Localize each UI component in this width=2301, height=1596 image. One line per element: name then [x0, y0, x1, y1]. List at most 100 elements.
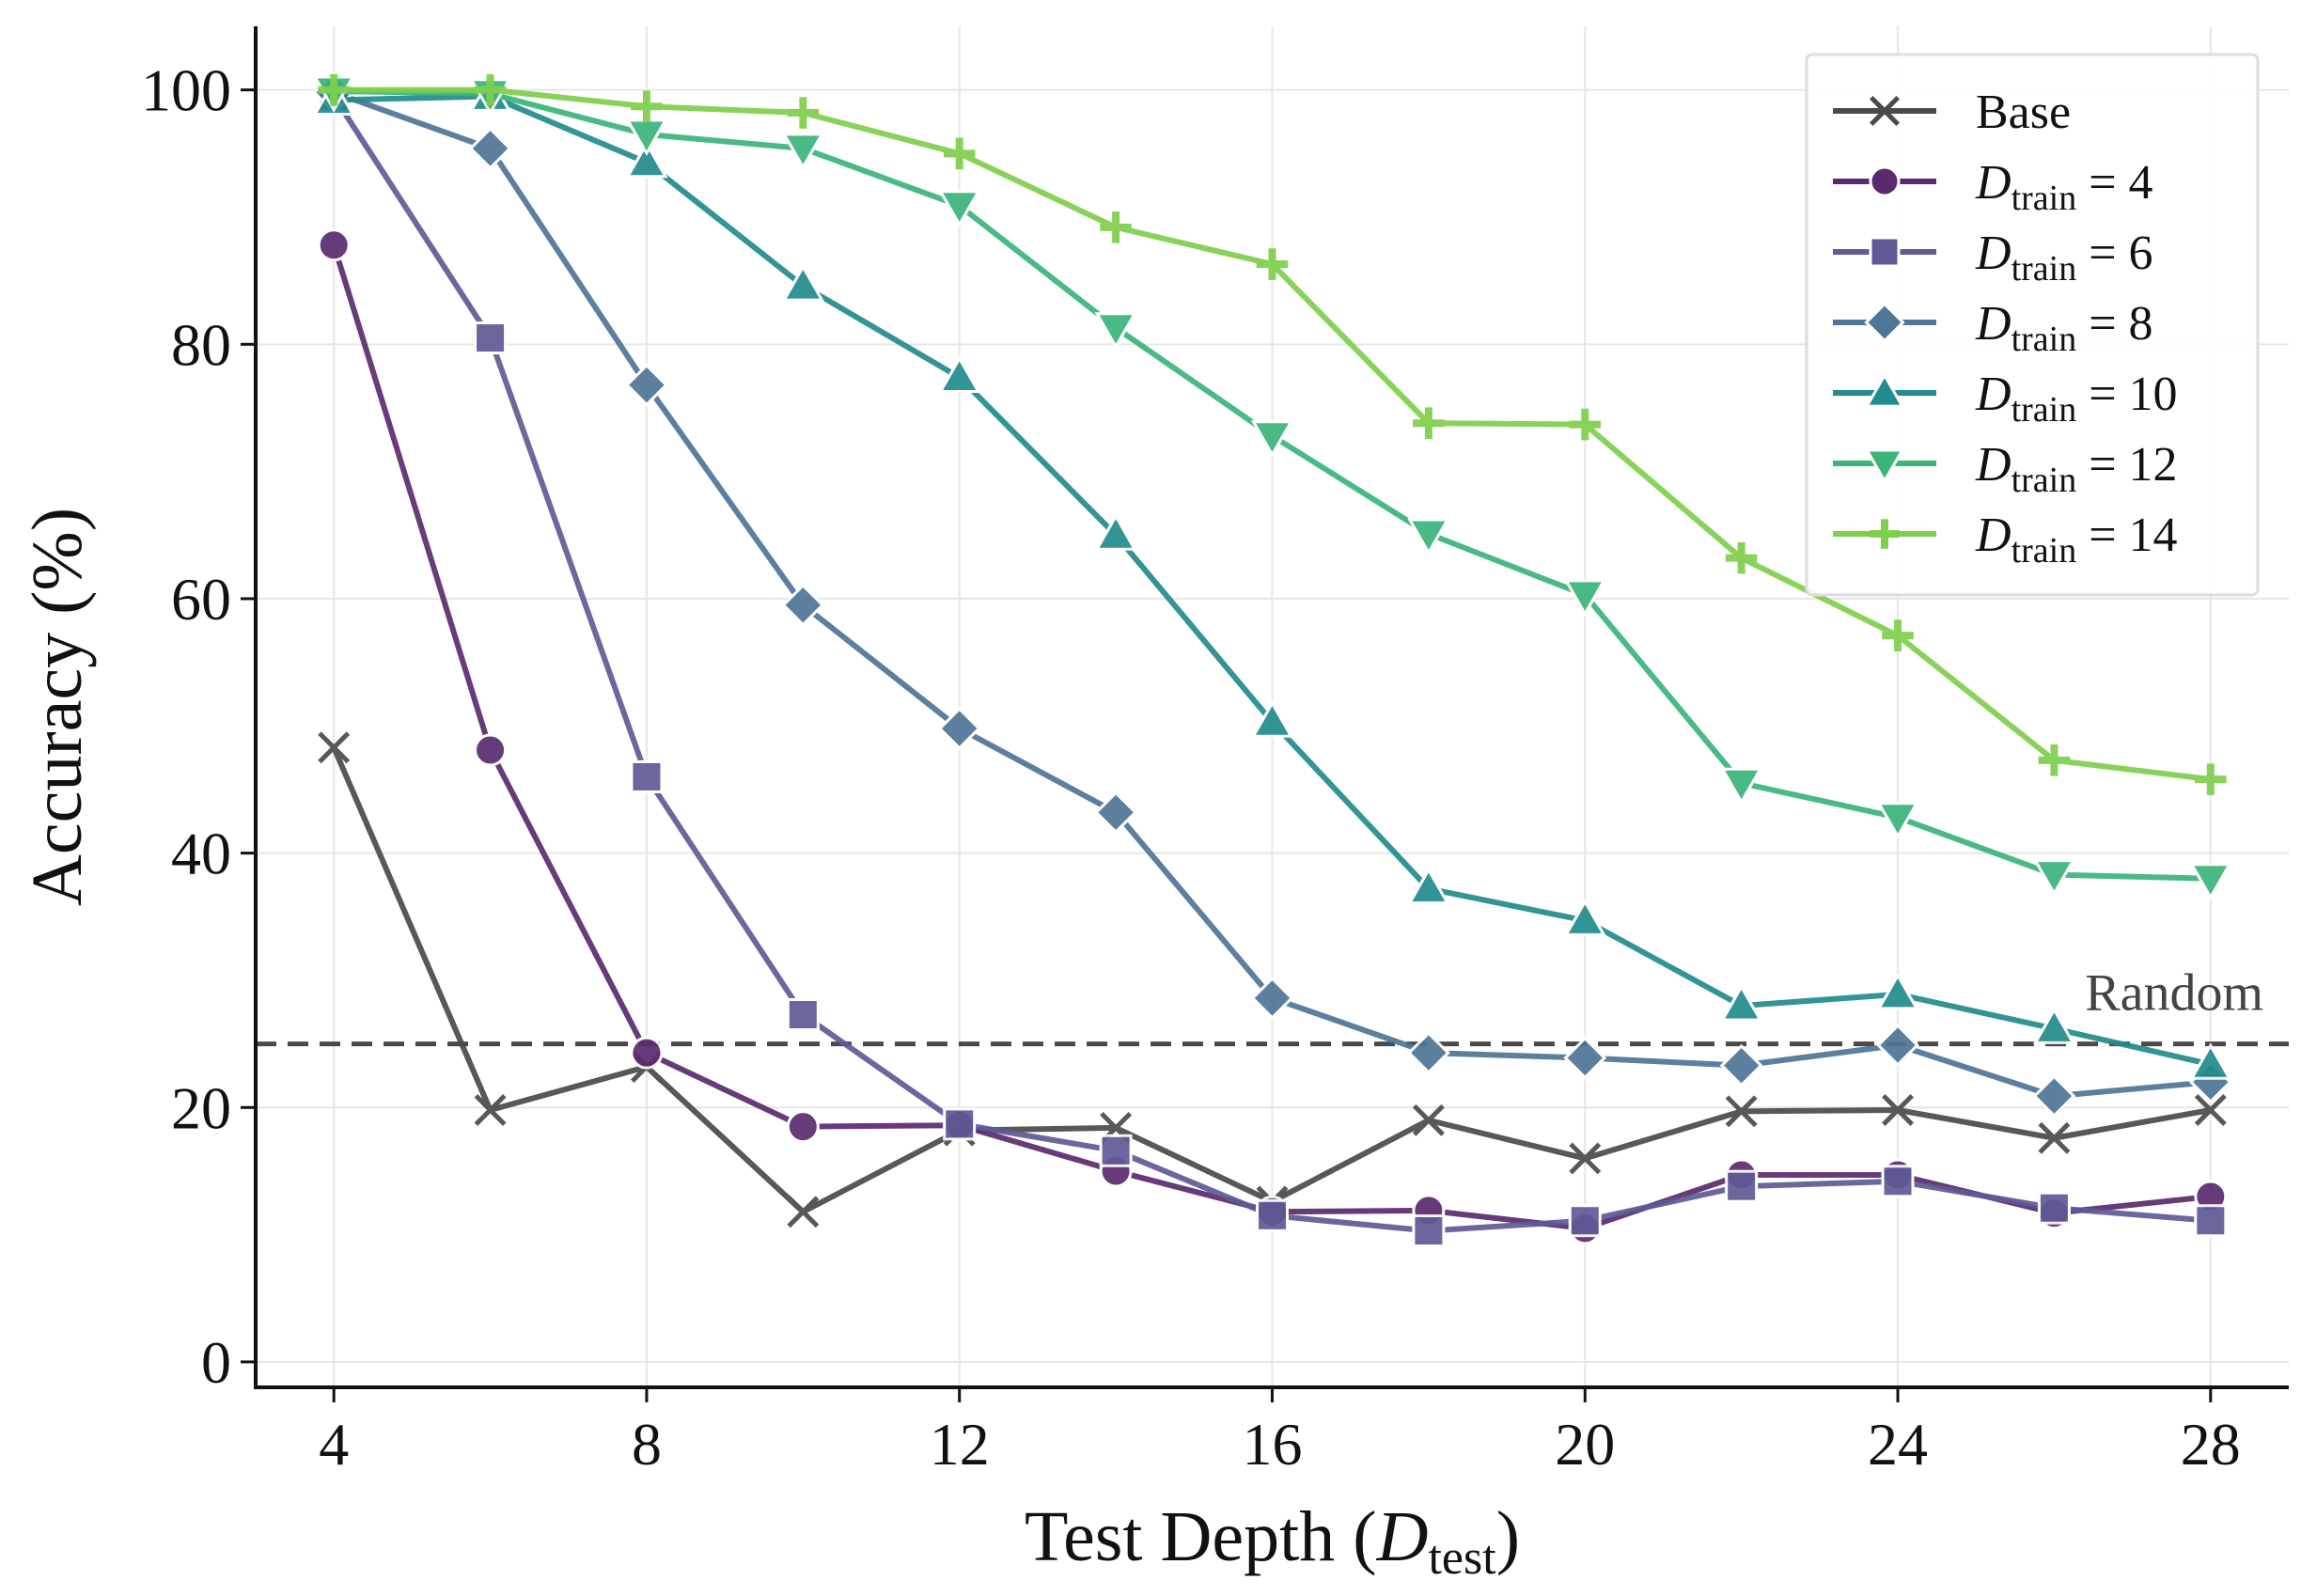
x-tick-label-1: 8 — [632, 1411, 662, 1478]
series-3-point-1 — [468, 126, 512, 170]
series-3-point-7 — [1406, 1031, 1450, 1075]
y-tick-label-0: 0 — [201, 1329, 231, 1396]
series-5-point-9 — [1720, 767, 1763, 806]
legend-label-0: Base — [1976, 86, 2071, 139]
series-2-point-10 — [1881, 1165, 1915, 1198]
series-4-point-11 — [2032, 1007, 2076, 1044]
series-3-point-5 — [1094, 790, 1138, 835]
series-5-point-11 — [2032, 859, 2076, 897]
random-label: Random — [2085, 964, 2263, 1023]
x-tick-label-6: 28 — [2181, 1411, 2241, 1478]
series-4-point-5 — [1094, 513, 1137, 551]
series-0-point-11 — [2038, 1121, 2071, 1154]
series-3-point-9 — [1719, 1043, 1763, 1087]
series-4-point-7 — [1407, 867, 1450, 905]
legend-marker-6 — [1870, 519, 1900, 549]
legend-label-1: Dtrain = 4 — [1975, 156, 2153, 218]
legend-entry-2: Dtrain = 6 — [1833, 227, 2153, 289]
y-tick-label-2: 40 — [171, 821, 231, 887]
x-tick-label-2: 12 — [930, 1411, 990, 1478]
series-2-point-11 — [2037, 1191, 2071, 1225]
series-6-point-6 — [1256, 248, 1289, 280]
y-axis-title: Accuracy (%) — [18, 508, 97, 906]
series-4-point-2 — [625, 140, 668, 179]
legend-entry-5: Dtrain = 12 — [1833, 438, 2178, 500]
y-tick-label-4: 80 — [171, 311, 231, 378]
legend-label-2: Dtrain = 6 — [1975, 227, 2153, 289]
series-0-point-3 — [787, 1196, 820, 1228]
series-6-point-8 — [1569, 408, 1602, 441]
series-6-point-1 — [474, 73, 507, 106]
legend-entry-3: Dtrain = 8 — [1833, 297, 2153, 359]
series-6-point-12 — [2195, 763, 2227, 795]
series-5-point-12 — [2189, 863, 2232, 900]
series-6-point-0 — [318, 73, 350, 106]
series-0-point-0 — [318, 731, 351, 764]
series-5-point-3 — [781, 133, 824, 170]
legend-label-5: Dtrain = 12 — [1975, 438, 2178, 500]
series-4-point-4 — [938, 355, 981, 394]
legend-marker-2 — [1869, 236, 1901, 268]
series-4-point-8 — [1563, 899, 1606, 936]
series-6-point-3 — [787, 97, 820, 129]
y-tick-label-5: 100 — [141, 57, 231, 124]
legend-entry-1: Dtrain = 4 — [1833, 156, 2153, 218]
series-1-point-2 — [630, 1036, 664, 1070]
series-0-point-7 — [1412, 1103, 1445, 1136]
series-2-point-8 — [1568, 1204, 1602, 1238]
series-3-point-6 — [1250, 976, 1294, 1020]
series-2-point-5 — [1099, 1134, 1133, 1167]
series-6-point-5 — [1100, 211, 1132, 243]
series-4-point-10 — [1876, 972, 1919, 1010]
series-2 — [317, 79, 2228, 1248]
legend-label-6: Dtrain = 14 — [1975, 509, 2178, 571]
series-2-point-12 — [2194, 1204, 2228, 1238]
series-5 — [312, 75, 2232, 900]
legend-entry-6: Dtrain = 14 — [1833, 509, 2178, 571]
series-5-point-10 — [1876, 802, 1919, 839]
series-6-point-7 — [1413, 407, 1445, 440]
series-0-point-1 — [474, 1094, 507, 1126]
y-tick-label-3: 60 — [171, 566, 231, 633]
legend-entry-4: Dtrain = 10 — [1833, 368, 2178, 430]
series-6 — [318, 73, 2227, 795]
legend-marker-3 — [1864, 302, 1905, 343]
legend-box — [1805, 53, 2260, 597]
series-4-point-6 — [1250, 700, 1294, 738]
series-2-point-9 — [1725, 1169, 1759, 1203]
series-2-point-1 — [474, 321, 508, 355]
series-3-point-11 — [2032, 1074, 2076, 1119]
series-3-point-3 — [781, 583, 825, 627]
legend: Base Dtrain = 4 Dtrain = 6 Dtrain = 8 Dtrain… — [1805, 53, 2260, 597]
series-5-point-7 — [1407, 518, 1450, 555]
series-3-point-8 — [1563, 1036, 1607, 1080]
series-1-point-0 — [317, 228, 351, 262]
series-2-point-4 — [943, 1107, 977, 1141]
series-0-point-9 — [1725, 1095, 1758, 1128]
series-5-point-8 — [1563, 579, 1606, 617]
series-6-point-11 — [2038, 744, 2071, 776]
series-3-point-2 — [625, 363, 668, 407]
axes: 4 8 12 16 20 24 28 0 20 40 60 80 100 Test Depth (Dtes… — [18, 26, 2289, 1585]
series-4 — [312, 74, 2232, 1080]
legend-marker-1 — [1869, 165, 1901, 197]
series-4-point-12 — [2189, 1042, 2232, 1080]
series-5-point-5 — [1094, 312, 1137, 350]
series-3-point-10 — [1876, 1024, 1919, 1067]
x-tick-label-4: 20 — [1555, 1411, 1615, 1478]
legend-marker-5 — [1864, 448, 1905, 484]
series-4-point-3 — [781, 264, 824, 302]
series-4-point-9 — [1720, 983, 1763, 1022]
series-0-point-12 — [2194, 1094, 2227, 1126]
x-tick-label-5: 24 — [1868, 1411, 1928, 1478]
x-axis-title: Test Depth (Dtest) — [1025, 1497, 1520, 1585]
legend-marker-0 — [1869, 95, 1901, 127]
series-5-point-6 — [1250, 420, 1294, 458]
legend-label-4: Dtrain = 10 — [1975, 368, 2178, 430]
y-tick-label-1: 20 — [171, 1074, 231, 1141]
series-6-point-10 — [1882, 619, 1914, 652]
legend-label-3: Dtrain = 8 — [1975, 297, 2153, 359]
series-3-point-4 — [937, 707, 981, 750]
series-layer — [312, 70, 2232, 1248]
